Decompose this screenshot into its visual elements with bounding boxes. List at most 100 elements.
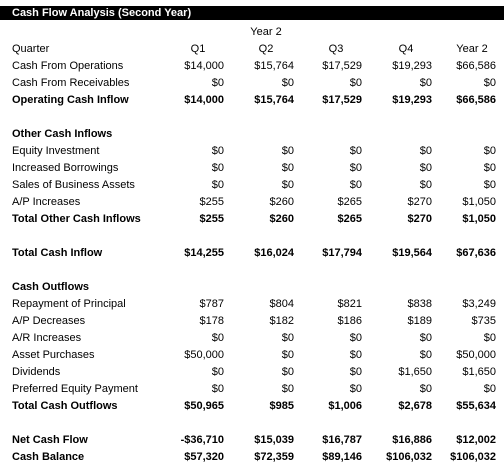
year-header-row: Year 2 [0, 24, 504, 41]
cell-value: $0 [281, 366, 294, 378]
cell-value: $985 [269, 400, 294, 412]
cell-value: $1,050 [462, 213, 496, 225]
cell-value: $67,636 [456, 247, 496, 259]
table-row: Equity Investment $0 $0 $0 $0 $0 [0, 143, 504, 160]
cell-value: $186 [337, 315, 362, 327]
cell-value: $0 [419, 179, 432, 191]
cell-value: $0 [349, 366, 362, 378]
cell-value: $178 [199, 315, 224, 327]
cell-value: $1,650 [462, 366, 496, 378]
row-label: Net Cash Flow [12, 434, 88, 446]
cell-value: $265 [337, 213, 362, 225]
total-row: Net Cash Flow -$36,710 $15,039 $16,787 $… [0, 432, 504, 449]
cell-value: $0 [349, 162, 362, 174]
cell-value: $19,293 [392, 60, 432, 72]
row-label: Cash From Operations [12, 60, 124, 72]
cell-value: $0 [419, 145, 432, 157]
cell-value: $0 [281, 145, 294, 157]
cell-value: $0 [483, 77, 496, 89]
cell-value: $735 [471, 315, 496, 327]
cell-value: $0 [483, 383, 496, 395]
cell-value: $55,634 [456, 400, 496, 412]
col-header-q1: Q1 [190, 43, 206, 55]
cell-value: $66,586 [456, 60, 496, 72]
cell-value: $0 [281, 332, 294, 344]
cell-value: $804 [269, 298, 294, 310]
cell-value: $0 [349, 349, 362, 361]
cell-value: $19,293 [392, 94, 432, 106]
cell-value: $15,764 [254, 94, 294, 106]
cell-value: $89,146 [322, 451, 362, 463]
table-row: Cash From Operations $14,000 $15,764 $17… [0, 58, 504, 75]
row-label: A/P Decreases [12, 315, 86, 327]
cell-value: $260 [269, 196, 294, 208]
cell-value: $255 [199, 213, 224, 225]
cell-value: $787 [199, 298, 224, 310]
report-title: Cash Flow Analysis (Second Year) [0, 6, 504, 20]
cell-value: $16,886 [392, 434, 432, 446]
cell-value: $0 [483, 179, 496, 191]
row-label: Sales of Business Assets [12, 179, 135, 191]
table-row: A/P Decreases $178 $182 $186 $189 $735 [0, 313, 504, 330]
cell-value: $0 [281, 383, 294, 395]
total-row: Cash Balance $57,320 $72,359 $89,146 $10… [0, 449, 504, 466]
cell-value: $0 [419, 162, 432, 174]
cell-value: $50,000 [184, 349, 224, 361]
total-row: Total Other Cash Inflows $255 $260 $265 … [0, 211, 504, 228]
row-label: Dividends [12, 366, 61, 378]
cell-value: $270 [407, 213, 432, 225]
table-row: A/P Increases $255 $260 $265 $270 $1,050 [0, 194, 504, 211]
year-header: Year 2 [250, 26, 282, 38]
col-header-year: Year 2 [456, 43, 488, 55]
cell-value: $16,024 [254, 247, 294, 259]
cell-value: $0 [349, 145, 362, 157]
col-header-q2: Q2 [258, 43, 274, 55]
cell-value: $50,965 [184, 400, 224, 412]
cell-value: $0 [419, 383, 432, 395]
cell-value: $106,032 [386, 451, 432, 463]
cell-value: $0 [483, 332, 496, 344]
cell-value: $0 [281, 179, 294, 191]
cash-flow-table: Year 2 Quarter Q1 Q2 Q3 Q4 Year 2 Cash F… [0, 24, 504, 466]
cell-value: $0 [419, 332, 432, 344]
cell-value: $2,678 [398, 400, 432, 412]
cell-value: $0 [419, 77, 432, 89]
row-label: A/R Increases [12, 332, 82, 344]
row-label: Total Cash Outflows [12, 400, 118, 412]
cell-value: $0 [483, 145, 496, 157]
cell-value: $0 [281, 162, 294, 174]
cell-value: $0 [349, 77, 362, 89]
table-row: Increased Borrowings $0 $0 $0 $0 $0 [0, 160, 504, 177]
cell-value: $14,000 [184, 94, 224, 106]
cell-value: $17,794 [322, 247, 362, 259]
total-row: Operating Cash Inflow $14,000 $15,764 $1… [0, 92, 504, 109]
spacer-row [0, 109, 504, 126]
cell-value: $0 [211, 179, 224, 191]
cell-value: $265 [337, 196, 362, 208]
cell-value: $1,650 [398, 366, 432, 378]
row-label: Preferred Equity Payment [12, 383, 138, 395]
row-label: Total Cash Inflow [12, 247, 103, 259]
row-label: Asset Purchases [12, 349, 95, 361]
section-heading-label: Other Cash Inflows [12, 128, 113, 140]
cell-value: $0 [349, 383, 362, 395]
cell-value: $270 [407, 196, 432, 208]
cell-value: $3,249 [462, 298, 496, 310]
cell-value: $57,320 [184, 451, 224, 463]
quarter-label: Quarter [12, 43, 50, 55]
cell-value: $1,006 [328, 400, 362, 412]
cell-value: $838 [407, 298, 432, 310]
row-label: Equity Investment [12, 145, 100, 157]
table-row: Dividends $0 $0 $0 $1,650 $1,650 [0, 364, 504, 381]
cell-value: $14,000 [184, 60, 224, 72]
cell-value: $14,255 [184, 247, 224, 259]
cell-value: $12,002 [456, 434, 496, 446]
cell-value: $16,787 [322, 434, 362, 446]
cell-value: $0 [211, 145, 224, 157]
cell-value: $0 [349, 179, 362, 191]
cell-value: $0 [281, 349, 294, 361]
cell-value: $15,039 [254, 434, 294, 446]
cell-value: -$36,710 [180, 434, 224, 446]
spacer-row [0, 415, 504, 432]
quarter-header-row: Quarter Q1 Q2 Q3 Q4 Year 2 [0, 41, 504, 58]
